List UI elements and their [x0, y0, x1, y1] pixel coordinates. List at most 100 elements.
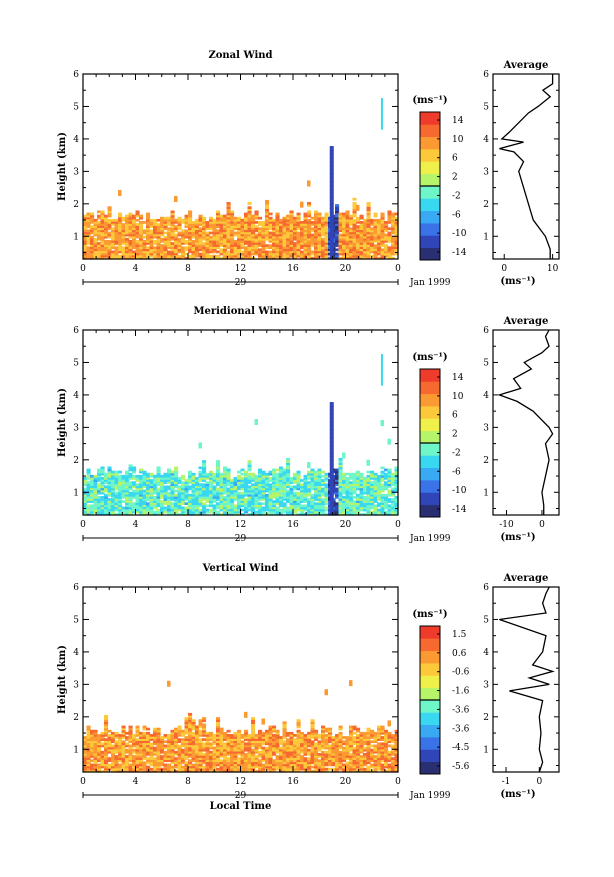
heatmap-cell [198, 738, 203, 741]
heatmap-cell [251, 246, 256, 250]
heatmap-cell [286, 242, 291, 245]
heatmap-cell [93, 746, 98, 750]
heatmap-cell [191, 723, 196, 727]
heatmap-cell [184, 240, 189, 243]
heatmap-cell [205, 508, 210, 512]
colorbar-swatch [420, 198, 440, 212]
heatmap-cell [329, 437, 334, 442]
heatmap-cell [205, 256, 210, 260]
heatmap-cell [223, 769, 228, 773]
heatmap-cell [128, 250, 133, 254]
heatmap-cell [247, 504, 252, 508]
heatmap-cell [251, 725, 256, 729]
heatmap-cell [142, 252, 147, 256]
heatmap-cell [272, 508, 277, 512]
heatmap-cell [209, 765, 214, 769]
heatmap-cell [114, 500, 119, 503]
heatmap-cell [286, 742, 291, 746]
heatmap-cell [128, 508, 133, 512]
heatmap-cell [97, 508, 102, 512]
heatmap-cell [132, 491, 137, 495]
heatmap-cell [356, 479, 361, 482]
heatmap-cell [118, 508, 123, 512]
heatmap-cell [338, 462, 343, 465]
heatmap-cell [342, 242, 347, 245]
heatmap-cell [247, 244, 252, 247]
heatmap-cell [240, 493, 245, 497]
heatmap-cell [282, 742, 287, 746]
heatmap-cell [324, 256, 329, 260]
heatmap-cell [142, 510, 147, 514]
heatmap-cell [142, 753, 147, 756]
heatmap-cell [93, 229, 98, 233]
heatmap-cell [240, 244, 245, 247]
heatmap-cell [156, 235, 161, 239]
heatmap-cell [153, 233, 158, 237]
heatmap-cell [394, 483, 399, 487]
heatmap-cell [310, 742, 315, 746]
heatmap-cell [100, 763, 105, 767]
heatmap-cell [198, 757, 203, 760]
heatmap-cell [268, 729, 273, 733]
heatmap-cell [132, 216, 137, 220]
heatmap-cell [272, 736, 277, 739]
heatmap-cell [244, 767, 249, 771]
heatmap-cell [146, 256, 151, 260]
heatmap-cell [275, 740, 280, 744]
heatmap-cell [363, 240, 368, 243]
heatmap-cell [240, 746, 245, 750]
heatmap-cell [293, 250, 298, 254]
heatmap-cell [226, 763, 231, 767]
heatmap-cell [300, 738, 305, 741]
heatmap-cell [265, 738, 270, 741]
heatmap-cell [272, 227, 277, 231]
heatmap-cell [307, 761, 312, 765]
heatmap-cell [219, 734, 224, 737]
heatmap-cell [135, 727, 140, 731]
heatmap-cell [352, 218, 357, 222]
heatmap-cell [216, 212, 221, 216]
heatmap-cell [352, 489, 357, 493]
heatmap-cell [125, 500, 130, 503]
heatmap-cell [181, 755, 186, 758]
heatmap-cell [181, 487, 186, 491]
heatmap-cell [191, 742, 196, 746]
heatmap-cell [167, 216, 172, 220]
heatmap-cell [93, 485, 98, 489]
heatmap-cell [170, 734, 175, 737]
heatmap-cell [391, 489, 396, 493]
heatmap-cell [121, 734, 126, 737]
heatmap-cell [268, 479, 273, 482]
heatmap-cell [349, 223, 354, 226]
heatmap-cell [240, 750, 245, 754]
heatmap-cell [149, 508, 154, 512]
heatmap-cell [314, 479, 319, 482]
heatmap-cell [188, 750, 193, 754]
heatmap-cell [261, 237, 266, 241]
heatmap-cell [380, 512, 385, 516]
heatmap-cell [212, 761, 217, 765]
heatmap-cell [104, 496, 109, 499]
heatmap-cell [370, 472, 375, 476]
heatmap-cell [107, 729, 112, 733]
heatmap-cell [93, 477, 98, 480]
heatmap-cell [237, 502, 242, 506]
heatmap-cell [209, 746, 214, 750]
heatmap-cell [300, 759, 305, 763]
heatmap-cell [83, 487, 88, 491]
heatmap-cell [265, 250, 270, 254]
heatmap-cell [373, 506, 378, 510]
heatmap-cell [310, 750, 315, 754]
heatmap-cell [100, 761, 105, 765]
heatmap-cell [289, 746, 294, 750]
heatmap-cell [268, 746, 273, 750]
heatmap-cell [146, 757, 151, 760]
heatmap-cell [251, 493, 256, 497]
heatmap-cell [321, 736, 326, 739]
heatmap-cell [303, 485, 308, 489]
heatmap-cell [198, 227, 203, 231]
heatmap-cell [121, 753, 126, 756]
heatmap-cell [293, 763, 298, 767]
heatmap-cell [247, 237, 252, 241]
heatmap-cell [391, 506, 396, 510]
